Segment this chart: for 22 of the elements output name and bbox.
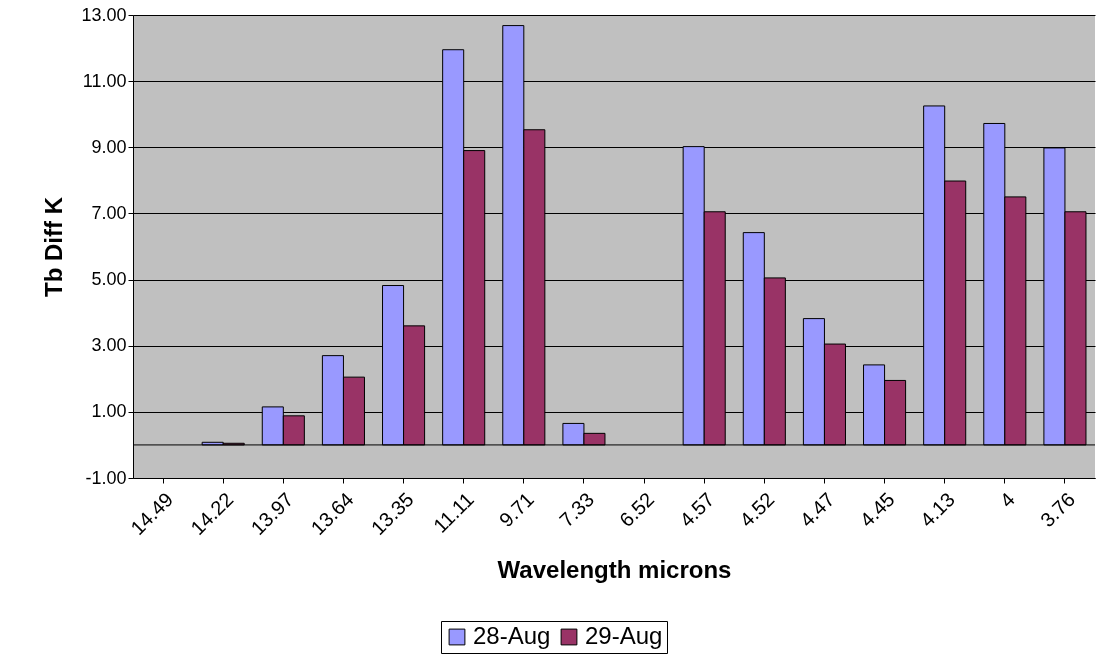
legend-label: 29-Aug bbox=[585, 622, 663, 649]
x-tick-label: 4.13 bbox=[915, 488, 959, 532]
legend-label: 28-Aug bbox=[473, 622, 551, 649]
y-tick-label: 1.00 bbox=[91, 401, 127, 422]
y-tick-label: 11.00 bbox=[82, 70, 127, 91]
y-axis-title: Tb Diff K bbox=[40, 196, 68, 297]
y-tick-label: -1.00 bbox=[85, 467, 127, 488]
y-tick-label: 3.00 bbox=[91, 335, 127, 356]
x-tick-label: 3.76 bbox=[1035, 488, 1080, 532]
y-tick-label: 7.00 bbox=[91, 202, 127, 223]
x-axis-title: Wavelength microns bbox=[497, 556, 732, 584]
x-tick-label: 4 bbox=[995, 488, 1019, 512]
x-tick-label: 6.52 bbox=[615, 488, 659, 532]
y-tick-label: 5.00 bbox=[91, 269, 127, 290]
x-tick-label: 4.57 bbox=[675, 488, 719, 532]
x-tick-label: 4.45 bbox=[855, 488, 899, 532]
x-tick-label: 4.47 bbox=[795, 488, 839, 532]
y-tick-label: 13.00 bbox=[81, 4, 127, 25]
y-tick-label: 9.00 bbox=[91, 136, 127, 157]
x-tick-label: 9.71 bbox=[494, 488, 538, 532]
x-tick-label: 4.52 bbox=[735, 488, 779, 532]
x-tick-label: 7.33 bbox=[554, 488, 599, 532]
